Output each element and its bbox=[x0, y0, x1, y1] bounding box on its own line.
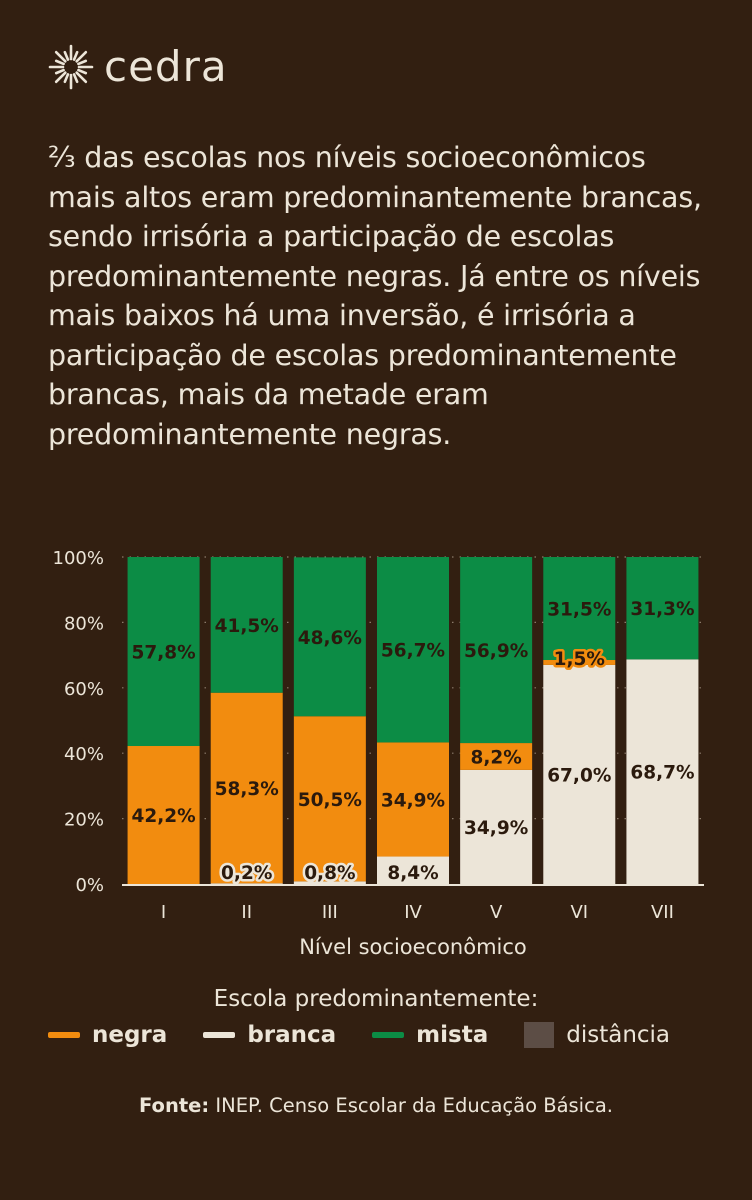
x-tick-label: IV bbox=[404, 902, 422, 923]
bar-negra bbox=[293, 716, 366, 882]
x-tick-label: I bbox=[161, 902, 166, 923]
y-tick-label: 0% bbox=[75, 875, 104, 896]
bar-mista bbox=[460, 557, 533, 744]
y-tick-label: 60% bbox=[64, 679, 104, 700]
logo-ray bbox=[72, 73, 79, 84]
logo-ray bbox=[54, 71, 67, 84]
data-label-mista: 56,7% bbox=[381, 641, 445, 662]
data-label-negra: 58,3% bbox=[215, 779, 279, 800]
legend-item-negra: negra bbox=[48, 1022, 167, 1048]
data-label-branca: 0,2% bbox=[221, 863, 272, 884]
sun-burst-icon bbox=[48, 44, 94, 90]
legend-swatch-distancia bbox=[524, 1022, 555, 1048]
stacked-bar-chart: 0% 20% 40% 60% 80% 100% I 42,2% 57,8% II 0,2% 58,3%… bbox=[53, 548, 704, 959]
bar-branca bbox=[543, 664, 616, 884]
y-tick-label: 100% bbox=[53, 548, 104, 569]
logo-ray bbox=[77, 68, 88, 75]
data-label-negra: 50,5% bbox=[298, 790, 362, 811]
x-tick-label: V bbox=[490, 902, 503, 923]
bar-mista bbox=[377, 557, 449, 743]
data-label-mista: 57,8% bbox=[131, 643, 195, 664]
data-label-negra: 1,5% bbox=[554, 649, 605, 670]
data-label-branca: 34,9% bbox=[464, 818, 528, 839]
legend-title: Escola predominantemente: bbox=[213, 986, 539, 1012]
bar-mista bbox=[210, 557, 283, 693]
bar-mista bbox=[127, 557, 200, 747]
logo-ray bbox=[75, 71, 88, 84]
legend-item-mista: mista bbox=[372, 1022, 488, 1048]
data-label-mista: 31,3% bbox=[630, 599, 694, 620]
legend-label-negra: negra bbox=[92, 1022, 168, 1048]
brand-logo: cedra bbox=[48, 44, 228, 90]
bar-mista bbox=[543, 557, 616, 661]
logo-ray bbox=[63, 73, 70, 84]
x-tick-label: II bbox=[241, 902, 252, 923]
data-label-mista: 41,5% bbox=[215, 616, 279, 637]
logo-ray bbox=[54, 50, 67, 63]
brand-name: cedra bbox=[104, 42, 228, 91]
logo-ray bbox=[75, 50, 88, 63]
logo-ray bbox=[54, 68, 65, 75]
headline: ⅔ das escolas nos níveis socioeconômicos… bbox=[48, 141, 702, 451]
legend-item-branca: branca bbox=[203, 1022, 336, 1048]
bar-negra bbox=[460, 743, 533, 770]
logo-ray bbox=[63, 50, 70, 61]
legend-swatch-branca bbox=[203, 1032, 236, 1038]
y-tick-label: 40% bbox=[64, 744, 104, 765]
bar-negra bbox=[127, 746, 200, 884]
data-label-mista: 31,5% bbox=[547, 600, 611, 621]
legend-swatch-mista bbox=[372, 1032, 405, 1038]
source-prefix: Fonte: bbox=[139, 1094, 210, 1117]
y-tick-label: 20% bbox=[64, 810, 104, 831]
legend-label-branca: branca bbox=[247, 1022, 337, 1048]
x-tick-label: III bbox=[322, 902, 338, 923]
bar-branca bbox=[377, 856, 449, 884]
y-tick-label: 80% bbox=[64, 613, 104, 634]
logo-ray bbox=[77, 59, 88, 66]
data-label-branca: 8,4% bbox=[387, 863, 438, 884]
bar-mista bbox=[626, 557, 699, 660]
bar-branca bbox=[210, 883, 283, 885]
data-label-negra: 8,2% bbox=[470, 747, 521, 768]
legend-swatch-negra bbox=[48, 1032, 80, 1038]
data-label-branca: 0,8% bbox=[304, 863, 355, 884]
data-label-branca: 68,7% bbox=[630, 763, 694, 784]
x-tick-label: VII bbox=[651, 902, 674, 923]
bar-branca bbox=[626, 659, 699, 884]
bar-negra bbox=[543, 660, 616, 665]
data-label-mista: 56,9% bbox=[464, 641, 528, 662]
bar-mista bbox=[293, 557, 366, 717]
bar-branca bbox=[460, 769, 533, 884]
data-label-negra: 34,9% bbox=[381, 790, 445, 811]
bar-branca bbox=[293, 881, 366, 884]
data-label-negra: 42,2% bbox=[131, 806, 195, 827]
bar-negra bbox=[377, 742, 449, 857]
legend-item-distancia: distância bbox=[524, 1022, 670, 1048]
x-tick-label: VI bbox=[570, 902, 588, 923]
data-label-mista: 48,6% bbox=[298, 628, 362, 649]
legend: negra branca mista distância bbox=[48, 1022, 708, 1048]
source-text: INEP. Censo Escolar da Educação Básica. bbox=[209, 1094, 613, 1117]
legend-label-distancia: distância bbox=[566, 1022, 671, 1048]
logo-ray bbox=[72, 50, 79, 61]
x-axis-title: Nível socioeconômico bbox=[299, 935, 527, 959]
logo-ray bbox=[54, 59, 65, 66]
data-label-branca: 67,0% bbox=[547, 765, 611, 786]
bar-negra bbox=[210, 692, 283, 884]
legend-label-mista: mista bbox=[416, 1022, 489, 1048]
source-note: Fonte: INEP. Censo Escolar da Educação B… bbox=[0, 1094, 752, 1117]
